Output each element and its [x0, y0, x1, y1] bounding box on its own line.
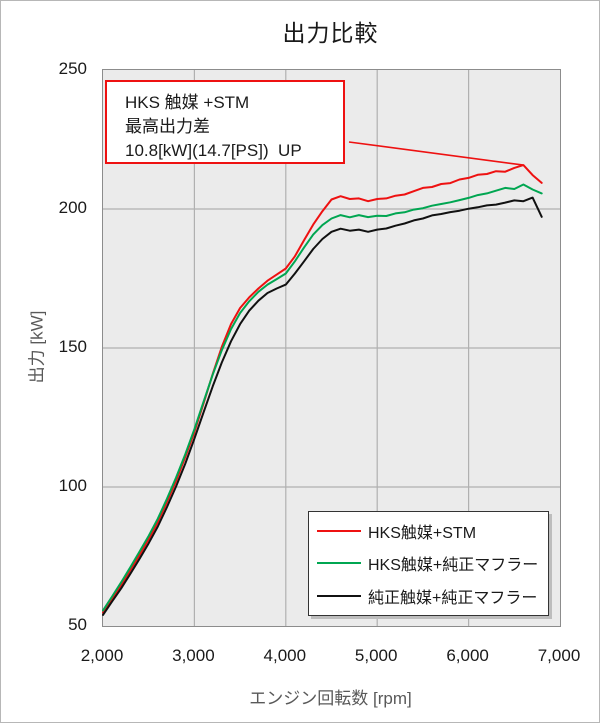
x-axis-label: エンジン回転数 [rpm]: [249, 689, 412, 708]
x-tick-label: 5,000: [354, 646, 398, 665]
annotation-line: 10.8[kW](14.7[PS]) UP: [125, 141, 302, 160]
annotation-line: HKS 触媒 +STM: [125, 93, 250, 112]
x-tick-label: 4,000: [263, 646, 307, 665]
legend-item-stock-stock-muffler: 純正触媒+純正マフラー: [309, 584, 548, 608]
legend-item-hks-stm: HKS触媒+STM: [309, 519, 548, 543]
legend-line-sample-green: [317, 562, 361, 565]
legend-line-sample-red: [317, 530, 361, 533]
x-tick-label: 7,000: [537, 646, 581, 665]
annotation-line: 最高出力差: [125, 117, 210, 136]
x-tick-label: 2,000: [80, 646, 124, 665]
annotation-leader-line: [348, 141, 524, 166]
series-line-0: [102, 164, 543, 614]
legend-label: HKS触媒+純正マフラー: [368, 557, 539, 575]
chart-title: 出力比較: [282, 20, 379, 46]
x-tick-label: 6,000: [446, 646, 489, 665]
legend-box: HKS触媒+STM HKS触媒+純正マフラー 純正触媒+純正マフラー: [308, 511, 549, 616]
y-tick-label: 200: [58, 198, 87, 217]
y-tick-label: 100: [58, 476, 87, 495]
series-line-1: [102, 183, 543, 612]
legend-item-hks-stock-muffler: HKS触媒+純正マフラー: [309, 551, 548, 575]
legend-label: HKS触媒+STM: [368, 525, 477, 543]
y-tick-label: 150: [58, 337, 87, 356]
y-tick-label: 50: [68, 615, 87, 634]
y-tick-label: 250: [58, 59, 87, 78]
legend-line-sample-black: [317, 594, 361, 597]
series-line-2: [102, 196, 543, 616]
peak-difference-annotation: HKS 触媒 +STM 最高出力差 10.8[kW](14.7[PS]) UP: [105, 80, 345, 164]
x-tick-label: 3,000: [172, 646, 215, 665]
y-axis-label: 出力 [kW]: [27, 310, 47, 384]
legend-label: 純正触媒+純正マフラー: [368, 589, 538, 607]
